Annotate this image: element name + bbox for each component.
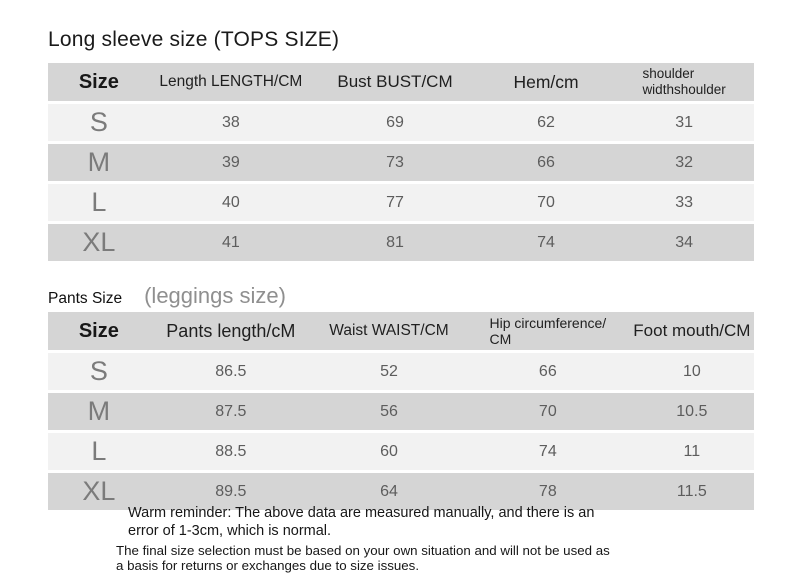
warm-reminder-note: Warm reminder: The above data are measur… — [116, 505, 676, 573]
pants-table-header: Size Pants length/cM Waist WAIST/CM Hip cir… — [48, 312, 754, 350]
column-header: Hem/cm — [477, 63, 615, 101]
column-header: Waist WAIST/CM — [312, 312, 466, 350]
tops-table-body: S 38 69 62 31 M 39 73 66 32 L 40 77 70 33 XL 41 81 74 34 — [48, 104, 754, 261]
table-row: L 40 77 70 33 — [48, 184, 754, 221]
value-cell: 60 — [312, 433, 466, 470]
column-header: Length LENGTH/CM — [149, 63, 313, 101]
header-row: Size Length LENGTH/CM Bust BUST/CM Hem/cm sh… — [48, 63, 754, 101]
pants-size-table: Size Pants length/cM Waist WAIST/CM Hip cir… — [48, 309, 754, 513]
size-cell: XL — [48, 224, 150, 261]
value-cell: 10.5 — [629, 393, 754, 430]
value-cell: 81 — [312, 224, 478, 261]
tops-table-header: Size Length LENGTH/CM Bust BUST/CM Hem/cm sh… — [48, 63, 754, 101]
value-cell: 11 — [629, 433, 754, 470]
value-cell: 32 — [614, 144, 754, 181]
value-cell: 10 — [629, 353, 754, 390]
value-cell: 86.5 — [149, 353, 313, 390]
value-cell: 87.5 — [149, 393, 313, 430]
table-row: XL 41 81 74 34 — [48, 224, 754, 261]
value-cell: 33 — [614, 184, 754, 221]
size-cell: S — [48, 104, 150, 141]
value-cell: 52 — [312, 353, 466, 390]
column-header: Bust BUST/CM — [312, 63, 478, 101]
size-cell: XL — [48, 473, 150, 510]
pants-section-title-row: Pants Size (leggings size) — [48, 283, 286, 309]
column-header: Hip circumference/ CM — [465, 312, 630, 350]
value-cell: 56 — [312, 393, 466, 430]
column-header: Pants length/cM — [149, 312, 313, 350]
value-cell: 88.5 — [149, 433, 313, 470]
tops-section-title: Long sleeve size (TOPS SIZE) — [48, 28, 340, 51]
value-cell: 78 — [465, 473, 630, 510]
table-row: M 87.5 56 70 10.5 — [48, 393, 754, 430]
pants-section-title: Pants Size — [48, 290, 123, 307]
value-cell: 73 — [312, 144, 478, 181]
column-header: shoulder widthshoulder — [614, 63, 754, 101]
column-header: Size — [48, 63, 150, 101]
value-cell: 66 — [465, 353, 630, 390]
value-cell: 70 — [465, 393, 630, 430]
value-cell: 66 — [477, 144, 615, 181]
size-cell: M — [48, 393, 150, 430]
table-row: S 86.5 52 66 10 — [48, 353, 754, 390]
column-header: Foot mouth/CM — [629, 312, 754, 350]
value-cell: 31 — [614, 104, 754, 141]
value-cell: 89.5 — [149, 473, 313, 510]
value-cell: 64 — [312, 473, 466, 510]
value-cell: 40 — [149, 184, 313, 221]
reminder-returns-note: The final size selection must be based o… — [116, 542, 610, 574]
value-cell: 38 — [149, 104, 313, 141]
value-cell: 74 — [465, 433, 630, 470]
table-row: S 38 69 62 31 — [48, 104, 754, 141]
size-cell: S — [48, 353, 150, 390]
table-row: XL 89.5 64 78 11.5 — [48, 473, 754, 510]
pants-section-subtitle: (leggings size) — [144, 283, 286, 308]
value-cell: 77 — [312, 184, 478, 221]
table-row: M 39 73 66 32 — [48, 144, 754, 181]
value-cell: 70 — [477, 184, 615, 221]
value-cell: 74 — [477, 224, 615, 261]
value-cell: 34 — [614, 224, 754, 261]
tops-size-table: Size Length LENGTH/CM Bust BUST/CM Hem/cm sh… — [48, 60, 754, 264]
value-cell: 41 — [149, 224, 313, 261]
value-cell: 39 — [149, 144, 313, 181]
pants-table-body: S 86.5 52 66 10 M 87.5 56 70 10.5 L 88.5 60 74 11 XL 89.… — [48, 353, 754, 510]
value-cell: 69 — [312, 104, 478, 141]
header-row: Size Pants length/cM Waist WAIST/CM Hip cir… — [48, 312, 754, 350]
value-cell: 11.5 — [629, 473, 754, 510]
table-row: L 88.5 60 74 11 — [48, 433, 754, 470]
column-header: Size — [48, 312, 150, 350]
size-cell: M — [48, 144, 150, 181]
size-cell: L — [48, 433, 150, 470]
reminder-measurement-note: Warm reminder: The above data are measur… — [128, 505, 595, 539]
size-cell: L — [48, 184, 150, 221]
value-cell: 62 — [477, 104, 615, 141]
